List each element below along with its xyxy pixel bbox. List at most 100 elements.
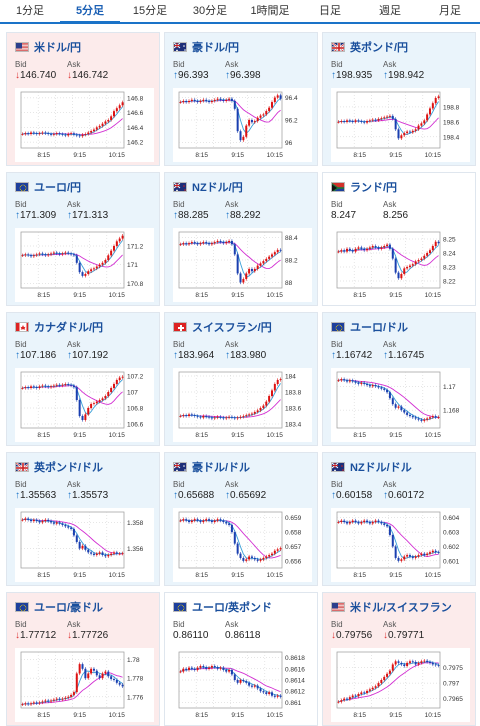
tab-3[interactable]: 30分足 bbox=[192, 5, 228, 17]
tab-4[interactable]: 1時間足 bbox=[250, 5, 290, 17]
pair-title[interactable]: ユーロ/ドル bbox=[331, 320, 408, 334]
x-tick-label: 9:15 bbox=[389, 152, 402, 159]
pair-title[interactable]: 豪ドル/ドル bbox=[173, 460, 250, 474]
pair-card[interactable]: ランド/円 Bid Ask ↑8.247 ↑8.256 8.25 8.24 8.23… bbox=[322, 172, 476, 306]
pair-name[interactable]: 豪ドル/ドル bbox=[192, 462, 251, 474]
candle-body bbox=[346, 380, 349, 382]
candle-body bbox=[250, 413, 253, 415]
x-tick-label: 9:15 bbox=[231, 572, 244, 579]
pair-card[interactable]: ユーロ/豪ドル Bid Ask ↓1.77712 ↓1.77726 1.78 1.… bbox=[6, 592, 160, 726]
price-chart[interactable]: 1.78 1.778 1.776 8:15 9:15 10:15 bbox=[15, 648, 154, 722]
pair-name[interactable]: カナダドル/円 bbox=[34, 322, 104, 334]
pair-title[interactable]: ランド/円 bbox=[331, 180, 397, 194]
pair-card[interactable]: 米ドル/スイスフラン Bid Ask ↓0.79756 ↓0.79771 0.7… bbox=[322, 592, 476, 726]
price-chart[interactable]: 8.25 8.24 8.23 8.22 8:15 9:15 10:15 bbox=[331, 228, 470, 302]
candle-body bbox=[351, 250, 354, 252]
pair-card[interactable]: ユーロ/英ポンド Bid Ask ↑0.86110 ↑0.86118 0.861… bbox=[164, 592, 318, 726]
tab-2[interactable]: 15分足 bbox=[132, 5, 168, 17]
pair-name[interactable]: ユーロ/ドル bbox=[350, 322, 409, 334]
pair-card[interactable]: 豪ドル/ドル Bid Ask ↑0.65688 ↑0.65692 0.659 0.… bbox=[164, 452, 318, 586]
ask-value: ↑1.35573 bbox=[67, 490, 109, 501]
candle-body bbox=[343, 698, 346, 701]
x-tick-label: 8:15 bbox=[37, 432, 50, 439]
pair-card[interactable]: 英ポンド/円 Bid Ask ↑198.935 ↑198.942 198.8 19… bbox=[322, 32, 476, 166]
tab-5[interactable]: 日足 bbox=[319, 5, 341, 17]
candle-body bbox=[236, 543, 239, 554]
pair-card[interactable]: NZドル/円 Bid Ask ↑88.285 ↑88.292 88.4 88.2 8… bbox=[164, 172, 318, 306]
pair-name[interactable]: 英ポンド/円 bbox=[350, 42, 409, 54]
candle-body bbox=[188, 414, 191, 416]
pair-title[interactable]: スイスフラン/円 bbox=[173, 320, 272, 334]
price-chart[interactable]: 107.2 107 106.8 106.6 8:15 9:15 10:15 bbox=[15, 368, 154, 442]
pair-title[interactable]: カナダドル/円 bbox=[15, 320, 103, 334]
tab-7[interactable]: 月足 bbox=[439, 5, 461, 17]
price-chart[interactable]: 184 183.8 183.6 183.4 8:15 9:15 10:15 bbox=[173, 368, 312, 442]
pair-card[interactable]: 英ポンド/ドル Bid Ask ↑1.35563 ↑1.35573 1.358 1… bbox=[6, 452, 160, 586]
candle-body bbox=[245, 125, 248, 137]
pair-title[interactable]: NZドル/ドル bbox=[331, 460, 412, 474]
pair-title[interactable]: 豪ドル/円 bbox=[173, 40, 239, 54]
pair-name[interactable]: 豪ドル/円 bbox=[192, 42, 240, 54]
pair-card[interactable]: スイスフラン/円 Bid Ask ↑183.964 ↑183.980 184 18… bbox=[164, 312, 318, 446]
price-labels: Bid Ask bbox=[331, 480, 396, 489]
candle-body bbox=[202, 666, 205, 668]
bid-label: Bid bbox=[331, 60, 343, 69]
price-chart[interactable]: 1.17 1.168 8:15 9:15 10:15 bbox=[331, 368, 470, 442]
candle-body bbox=[268, 692, 271, 694]
price-chart[interactable]: 198.8 198.6 198.4 8:15 9:15 10:15 bbox=[331, 88, 470, 162]
pair-title[interactable]: 英ポンド/ドル bbox=[15, 460, 103, 474]
price-chart[interactable]: 88.4 88.2 88 8:15 9:15 10:15 bbox=[173, 228, 312, 302]
pair-name[interactable]: ユーロ/英ポンド bbox=[192, 602, 273, 614]
price-chart[interactable]: 146.8 146.6 146.4 146.2 8:15 9:15 10:15 bbox=[15, 88, 154, 162]
price-chart[interactable]: 1.358 1.356 8:15 9:15 10:15 bbox=[15, 508, 154, 582]
pair-name[interactable]: 米ドル/円 bbox=[34, 42, 82, 54]
x-tick-label: 8:15 bbox=[353, 292, 366, 299]
pair-name[interactable]: 米ドル/スイスフラン bbox=[350, 602, 452, 614]
y-tick-label: 171.2 bbox=[127, 244, 144, 251]
pair-name[interactable]: 英ポンド/ドル bbox=[34, 462, 104, 474]
tab-1[interactable]: 5分足 bbox=[60, 0, 120, 24]
x-tick-label: 10:15 bbox=[425, 712, 442, 719]
candle-body bbox=[262, 691, 265, 693]
candle-body bbox=[41, 521, 44, 523]
pair-card[interactable]: ユーロ/ドル Bid Ask ↑1.16742 ↑1.16745 1.17 1.1… bbox=[322, 312, 476, 446]
pair-title[interactable]: 英ポンド/円 bbox=[331, 40, 408, 54]
arrow-up-icon: ↑ bbox=[173, 210, 178, 221]
pair-title[interactable]: ユーロ/英ポンド bbox=[173, 600, 272, 614]
pair-title[interactable]: 米ドル/スイスフラン bbox=[331, 600, 452, 614]
price-chart[interactable]: 171.2 171 170.8 8:15 9:15 10:15 bbox=[15, 228, 154, 302]
price-chart[interactable]: 0.7975 0.797 0.7965 8:15 9:15 10:15 bbox=[331, 648, 470, 722]
tab-6[interactable]: 週足 bbox=[379, 5, 401, 17]
tab-0[interactable]: 1分足 bbox=[15, 5, 45, 17]
x-tick-label: 8:15 bbox=[195, 572, 208, 579]
pair-name[interactable]: NZドル/円 bbox=[192, 182, 243, 194]
pair-name[interactable]: ユーロ/円 bbox=[34, 182, 82, 194]
pair-name[interactable]: ランド/円 bbox=[350, 182, 398, 194]
pair-title[interactable]: 米ドル/円 bbox=[15, 40, 81, 54]
candle-body bbox=[437, 96, 440, 98]
chart-svg: 0.8618 0.8616 0.8614 0.8612 0.861 8:15 9:15 10:… bbox=[173, 648, 312, 722]
price-chart[interactable]: 0.659 0.658 0.657 0.656 8:15 9:15 10:15 bbox=[173, 508, 312, 582]
price-chart[interactable]: 96.4 96.2 96 8:15 9:15 10:15 bbox=[173, 88, 312, 162]
pair-name[interactable]: ユーロ/豪ドル bbox=[34, 602, 104, 614]
pair-title[interactable]: ユーロ/円 bbox=[15, 180, 81, 194]
price-chart[interactable]: 0.604 0.603 0.602 0.601 8:15 9:15 10:15 bbox=[331, 508, 470, 582]
bid-value: ↑1.35563 bbox=[15, 490, 57, 501]
pair-card[interactable]: 米ドル/円 Bid Ask ↓146.740 ↓146.742 146.8 146… bbox=[6, 32, 160, 166]
candle-body bbox=[190, 667, 193, 669]
candle-body bbox=[434, 241, 437, 246]
pair-card[interactable]: NZドル/ドル Bid Ask ↑0.60158 ↑0.60172 0.604 0… bbox=[322, 452, 476, 586]
pair-title[interactable]: ユーロ/豪ドル bbox=[15, 600, 103, 614]
x-tick-label: 10:15 bbox=[109, 712, 126, 719]
pair-card[interactable]: カナダドル/円 Bid Ask ↑107.186 ↑107.192 107.2 1… bbox=[6, 312, 160, 446]
candle-body bbox=[259, 115, 262, 118]
pair-title[interactable]: NZドル/円 bbox=[173, 180, 243, 194]
pair-name[interactable]: NZドル/ドル bbox=[350, 462, 412, 474]
candle-body bbox=[27, 254, 30, 256]
y-tick-label: 0.658 bbox=[285, 530, 302, 537]
pair-name[interactable]: スイスフラン/円 bbox=[192, 322, 272, 334]
price-chart[interactable]: 0.8618 0.8616 0.8614 0.8612 0.861 8:15 9:15 10:… bbox=[173, 648, 312, 722]
pair-card[interactable]: ユーロ/円 Bid Ask ↑171.309 ↑171.313 171.2 171… bbox=[6, 172, 160, 306]
candle-body bbox=[84, 668, 87, 679]
pair-card[interactable]: 豪ドル/円 Bid Ask ↑96.393 ↑96.398 96.4 96.2 96… bbox=[164, 32, 318, 166]
